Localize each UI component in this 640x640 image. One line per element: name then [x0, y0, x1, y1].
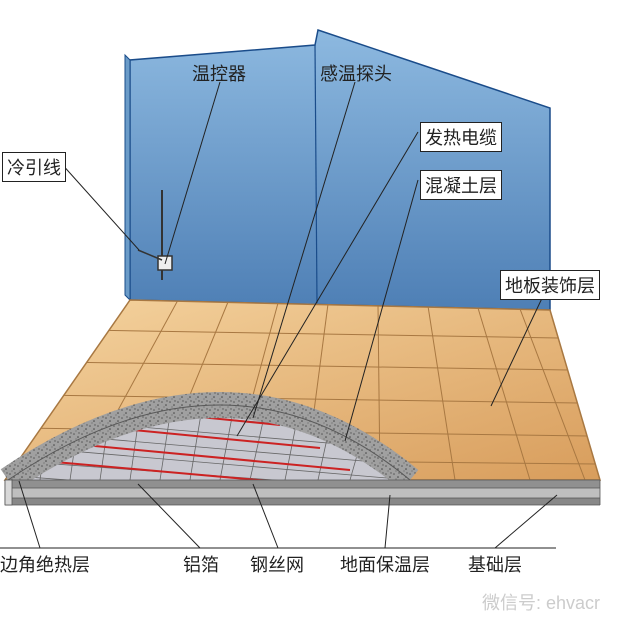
- watermark: 微信号: ehvacr: [482, 589, 600, 615]
- label-cable: 发热电缆: [420, 122, 502, 152]
- label-sensor: 感温探头: [320, 60, 392, 86]
- label-floor_insul: 地面保温层: [340, 551, 430, 577]
- edge-insulation-strip: [5, 480, 12, 505]
- edge-base: [5, 498, 600, 505]
- label-edge_insul: 边角绝热层: [0, 551, 90, 577]
- edge-concrete: [5, 480, 600, 488]
- wall-left-edge: [125, 55, 130, 300]
- label-cold_lead: 冷引线: [2, 152, 66, 182]
- label-foil: 铝箔: [183, 551, 219, 577]
- label-mesh: 钢丝网: [250, 551, 304, 577]
- label-base: 基础层: [468, 551, 522, 577]
- label-thermostat: 温控器: [192, 60, 246, 86]
- edge-insul: [5, 488, 600, 498]
- label-decor: 地板装饰层: [500, 270, 600, 300]
- label-concrete: 混凝土层: [420, 170, 502, 200]
- diagram-svg: [0, 0, 640, 640]
